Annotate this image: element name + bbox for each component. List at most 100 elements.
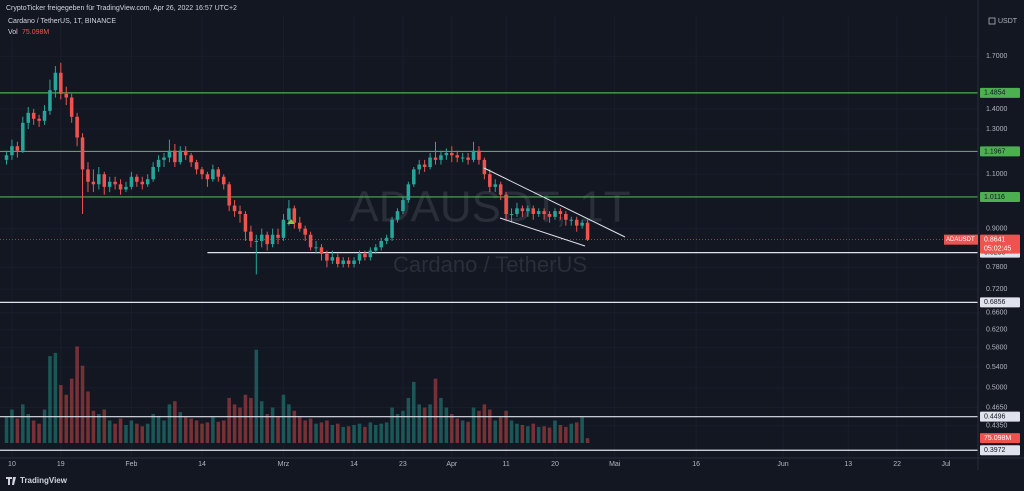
volume-bar: [520, 424, 525, 443]
candle-body: [439, 155, 443, 160]
volume-bar: [254, 349, 259, 443]
volume-bar: [243, 394, 248, 443]
x-tick-label: Jun: [777, 461, 788, 468]
volume-bar: [102, 409, 107, 443]
price-label-box: [980, 411, 1020, 422]
x-tick-label: 13: [844, 461, 852, 468]
candle-body: [412, 169, 416, 185]
candle-body: [303, 228, 307, 235]
candle-body: [26, 112, 31, 123]
volume-bar: [118, 418, 123, 443]
x-tick-label: 14: [350, 461, 358, 468]
volume-bar: [189, 418, 193, 443]
countdown: 05:02:45: [984, 246, 1011, 253]
volume-bar: [259, 401, 264, 443]
volume-bar: [384, 422, 389, 443]
volume-bar: [216, 421, 221, 443]
volume-bar: [325, 420, 329, 443]
candle-body: [221, 176, 226, 185]
vol-value: 75.098M: [22, 29, 49, 36]
volume-bar: [287, 404, 291, 443]
candle-body: [466, 157, 470, 160]
volume-bar: [69, 378, 74, 443]
candle-body: [526, 208, 530, 212]
y-tick-label: 0.6200: [986, 326, 1008, 333]
candle-body: [211, 169, 215, 180]
volume-bar: [53, 352, 58, 443]
candle-body: [194, 162, 199, 170]
candle-body: [509, 213, 514, 215]
volume-bar: [227, 397, 231, 443]
volume-bar: [444, 407, 449, 443]
currency: USDT: [998, 18, 1018, 25]
candle-body: [156, 159, 161, 167]
candle-body: [281, 219, 286, 238]
volume-bar: [542, 426, 546, 443]
candle-body: [422, 164, 427, 167]
y-tick-label: 0.9000: [986, 225, 1008, 232]
y-tick-label: 0.5000: [986, 385, 1008, 392]
candle-body: [124, 186, 128, 190]
price-label: 1.0116: [984, 194, 1005, 201]
wedge-lower: [499, 217, 586, 247]
volume-bar: [238, 407, 242, 443]
volume-bar: [162, 420, 166, 443]
price-label-box: [980, 191, 1020, 202]
volume-bar: [504, 410, 508, 443]
price-axis: 1.7000 1.4000 1.3000 1.1000 0.9000 0.7800 0.72…: [944, 53, 1020, 456]
volume-bar: [21, 404, 25, 443]
candle-body: [460, 157, 465, 159]
candle-body: [151, 166, 155, 180]
candle-body: [97, 174, 101, 185]
x-tick-label: Feb: [125, 461, 137, 468]
candle-body: [346, 260, 351, 264]
candle-body: [37, 118, 41, 121]
candle-body: [498, 184, 503, 195]
candle-body: [31, 112, 36, 119]
candle-body: [216, 169, 221, 177]
candle-body: [4, 155, 9, 160]
symbol: Cardano / TetherUS, 1T, BINANCE: [8, 18, 116, 25]
volume-bar: [129, 420, 134, 443]
volume-bar: [477, 410, 481, 443]
candle-body: [493, 184, 498, 187]
volume-bar: [553, 420, 557, 443]
y-tick-label: 0.6600: [986, 310, 1008, 317]
volume-pane: [4, 346, 590, 443]
candle-body: [341, 260, 345, 264]
candle-body: [243, 213, 248, 232]
candle-body: [48, 90, 52, 111]
candle-body: [254, 240, 259, 242]
y-tick-label: 0.7200: [986, 286, 1008, 293]
x-tick-label: 16: [692, 461, 700, 468]
volume-bar: [482, 404, 487, 443]
volume-bar: [194, 420, 199, 443]
brand: TradingView: [20, 476, 68, 485]
price-label: 0.6856: [984, 299, 1006, 306]
candle-body: [107, 181, 112, 187]
y-tick-label: 1.4000: [986, 106, 1008, 113]
volume-bar: [183, 417, 188, 443]
volume-bar: [509, 420, 514, 443]
volume-bar: [221, 420, 226, 443]
volume-bar: [547, 427, 552, 443]
marker: [287, 219, 295, 224]
volume-bar: [352, 424, 356, 443]
candle-body: [319, 247, 324, 254]
volume-bar: [574, 422, 579, 443]
watermark-subtitle: Cardano / TetherUS: [393, 252, 587, 277]
candle-body: [406, 184, 411, 201]
volume-bar: [357, 423, 362, 443]
volume-bar: [363, 426, 367, 443]
y-tick-label: 0.4650: [986, 404, 1008, 411]
candle-body: [178, 150, 183, 163]
price-label: 0.3972: [984, 447, 1006, 454]
x-tick-label: Apr: [446, 461, 458, 468]
candle-body: [336, 257, 340, 264]
volume-bar: [569, 423, 574, 443]
candle-body: [292, 208, 297, 223]
volume-bar: [460, 420, 465, 443]
volume-bar: [308, 418, 313, 443]
volume-bar: [64, 394, 69, 443]
